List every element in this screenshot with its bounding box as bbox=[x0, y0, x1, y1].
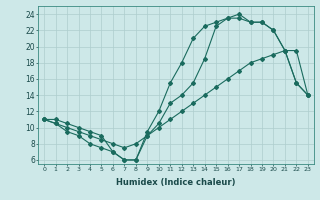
X-axis label: Humidex (Indice chaleur): Humidex (Indice chaleur) bbox=[116, 178, 236, 187]
